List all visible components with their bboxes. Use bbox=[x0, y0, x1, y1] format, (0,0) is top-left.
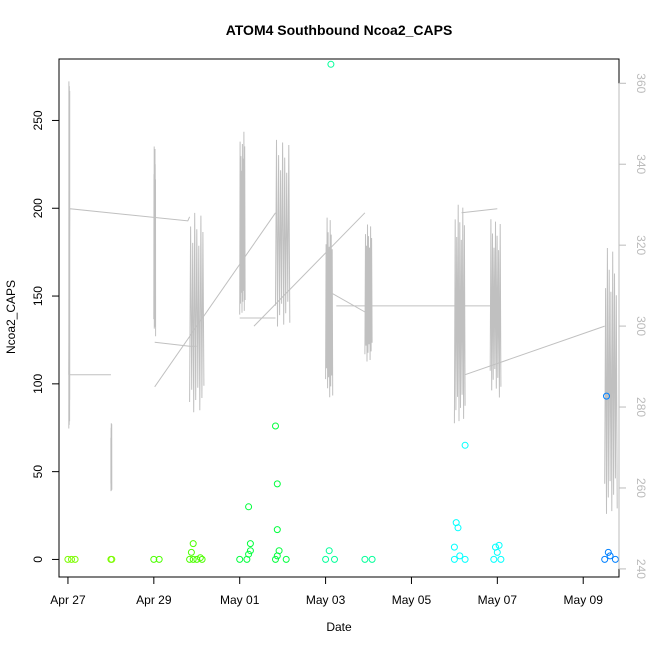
y-tick-label: 150 bbox=[31, 286, 45, 306]
line-connector bbox=[325, 289, 369, 315]
data-point bbox=[196, 554, 204, 562]
line-burst bbox=[325, 217, 334, 398]
x-tick-label: May 01 bbox=[220, 593, 260, 607]
data-point bbox=[71, 555, 79, 563]
data-point bbox=[272, 422, 279, 430]
data-point bbox=[361, 555, 369, 563]
y2-tick-label: 240 bbox=[634, 559, 648, 579]
y2-tick-label: 320 bbox=[634, 235, 648, 255]
x-tick-label: May 07 bbox=[478, 593, 518, 607]
y-tick-label: 200 bbox=[31, 198, 45, 218]
data-point bbox=[456, 552, 464, 560]
y-tick-label: 250 bbox=[31, 110, 45, 130]
line-burst bbox=[453, 204, 466, 424]
x-tick-label: Apr 27 bbox=[50, 593, 86, 607]
point-series bbox=[64, 60, 619, 563]
line-connector bbox=[464, 325, 605, 376]
y2-tick-label: 280 bbox=[634, 397, 648, 417]
line-burst bbox=[110, 423, 113, 492]
line-burst bbox=[153, 146, 157, 337]
data-point bbox=[273, 552, 281, 560]
data-point bbox=[245, 503, 253, 511]
x-tick-label: May 05 bbox=[392, 593, 432, 607]
line-burst bbox=[239, 131, 246, 315]
line-connector bbox=[253, 212, 366, 327]
data-point bbox=[322, 555, 330, 563]
y-axis-label: Ncoa2_CAPS bbox=[4, 280, 18, 354]
data-point bbox=[193, 555, 201, 563]
data-point bbox=[327, 60, 335, 68]
data-point bbox=[68, 555, 75, 563]
data-point bbox=[325, 547, 333, 555]
data-point bbox=[604, 548, 612, 556]
data-point bbox=[461, 555, 469, 563]
data-point bbox=[273, 480, 281, 488]
data-point bbox=[495, 541, 503, 549]
data-point bbox=[606, 552, 614, 560]
y-tick-label: 0 bbox=[31, 556, 45, 563]
data-point bbox=[454, 524, 462, 532]
data-point bbox=[603, 392, 610, 400]
data-point bbox=[245, 550, 253, 558]
y-axis-right: 240 260 280 300 320 340 360 bbox=[618, 73, 648, 579]
x-axis-label: Date bbox=[326, 620, 352, 634]
data-point bbox=[187, 548, 195, 556]
data-point bbox=[461, 441, 469, 449]
data-point bbox=[272, 555, 279, 563]
y2-tick-label: 360 bbox=[634, 73, 648, 93]
data-point bbox=[150, 555, 158, 563]
y-tick-label: 50 bbox=[31, 465, 45, 479]
data-point bbox=[601, 555, 609, 563]
data-point bbox=[368, 555, 376, 563]
line-connector bbox=[154, 341, 197, 347]
line-burst bbox=[489, 219, 502, 398]
data-point bbox=[246, 540, 254, 548]
data-point bbox=[155, 555, 163, 563]
data-point bbox=[331, 555, 338, 563]
data-point bbox=[108, 555, 116, 563]
line-burst bbox=[364, 224, 373, 362]
y-axis-left: 0 50 100 150 200 250 bbox=[31, 110, 60, 563]
line-connector bbox=[461, 208, 498, 214]
y2-tick-label: 260 bbox=[634, 478, 648, 498]
x-tick-label: May 09 bbox=[564, 593, 604, 607]
data-point bbox=[198, 555, 206, 563]
line-burst bbox=[189, 212, 205, 413]
data-point bbox=[493, 548, 501, 556]
line-connector bbox=[154, 212, 276, 388]
data-point bbox=[189, 555, 197, 563]
x-axis: Apr 27 Apr 29 May 01 May 03 May 05 May 07 May … bbox=[50, 576, 604, 607]
line-connector bbox=[68, 208, 191, 375]
y2-tick-label: 300 bbox=[634, 316, 648, 336]
data-point bbox=[189, 540, 197, 548]
x-tick-label: Apr 29 bbox=[136, 593, 172, 607]
line-burst bbox=[275, 139, 291, 327]
data-point bbox=[246, 547, 254, 555]
data-point bbox=[450, 555, 458, 563]
data-point bbox=[64, 555, 72, 563]
line-series bbox=[68, 81, 618, 514]
data-point bbox=[497, 555, 505, 563]
x-tick-label: May 03 bbox=[306, 593, 346, 607]
data-point bbox=[611, 555, 619, 563]
y-tick-label: 100 bbox=[31, 374, 45, 394]
data-point bbox=[450, 543, 458, 551]
data-point bbox=[490, 555, 498, 563]
data-point bbox=[282, 555, 290, 563]
y2-tick-label: 340 bbox=[634, 154, 648, 174]
data-point bbox=[186, 555, 194, 563]
chart-title: ATOM4 Southbound Ncoa2_CAPS bbox=[226, 22, 453, 38]
data-point bbox=[273, 526, 281, 534]
line-burst bbox=[604, 247, 618, 514]
data-point bbox=[236, 555, 244, 563]
